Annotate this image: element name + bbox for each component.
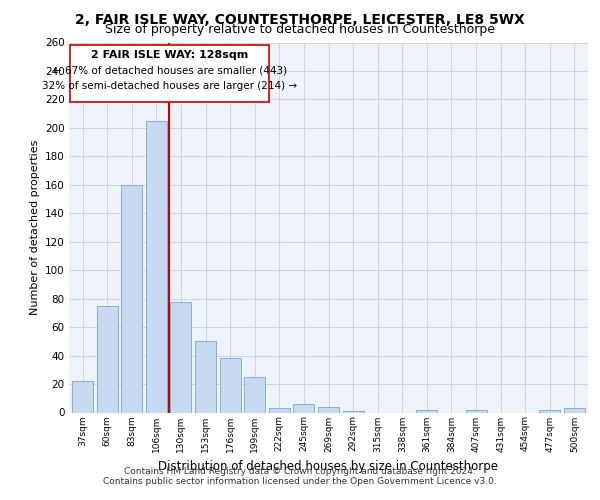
Bar bbox=[564, 408, 585, 412]
Text: 32% of semi-detached houses are larger (214) →: 32% of semi-detached houses are larger (… bbox=[42, 81, 298, 91]
Bar bbox=[269, 408, 290, 412]
Bar bbox=[97, 306, 118, 412]
Y-axis label: Number of detached properties: Number of detached properties bbox=[29, 140, 40, 315]
Bar bbox=[466, 410, 487, 412]
Text: ← 67% of detached houses are smaller (443): ← 67% of detached houses are smaller (44… bbox=[53, 66, 287, 76]
Text: Contains public sector information licensed under the Open Government Licence v3: Contains public sector information licen… bbox=[103, 477, 497, 486]
Text: Contains HM Land Registry data © Crown copyright and database right 2024.: Contains HM Land Registry data © Crown c… bbox=[124, 467, 476, 476]
Bar bbox=[244, 377, 265, 412]
Bar bbox=[343, 411, 364, 412]
Bar bbox=[146, 121, 167, 412]
Bar bbox=[72, 381, 93, 412]
Bar bbox=[416, 410, 437, 412]
Bar bbox=[170, 302, 191, 412]
Bar bbox=[293, 404, 314, 412]
Text: 2, FAIR ISLE WAY, COUNTESTHORPE, LEICESTER, LE8 5WX: 2, FAIR ISLE WAY, COUNTESTHORPE, LEICEST… bbox=[75, 12, 525, 26]
Text: 2 FAIR ISLE WAY: 128sqm: 2 FAIR ISLE WAY: 128sqm bbox=[91, 50, 248, 59]
X-axis label: Distribution of detached houses by size in Countesthorpe: Distribution of detached houses by size … bbox=[158, 460, 499, 473]
Bar bbox=[121, 185, 142, 412]
Text: Size of property relative to detached houses in Countesthorpe: Size of property relative to detached ho… bbox=[105, 22, 495, 36]
Bar bbox=[539, 410, 560, 412]
Bar bbox=[318, 407, 339, 412]
FancyBboxPatch shape bbox=[70, 46, 269, 102]
Bar bbox=[220, 358, 241, 412]
Bar bbox=[195, 342, 216, 412]
